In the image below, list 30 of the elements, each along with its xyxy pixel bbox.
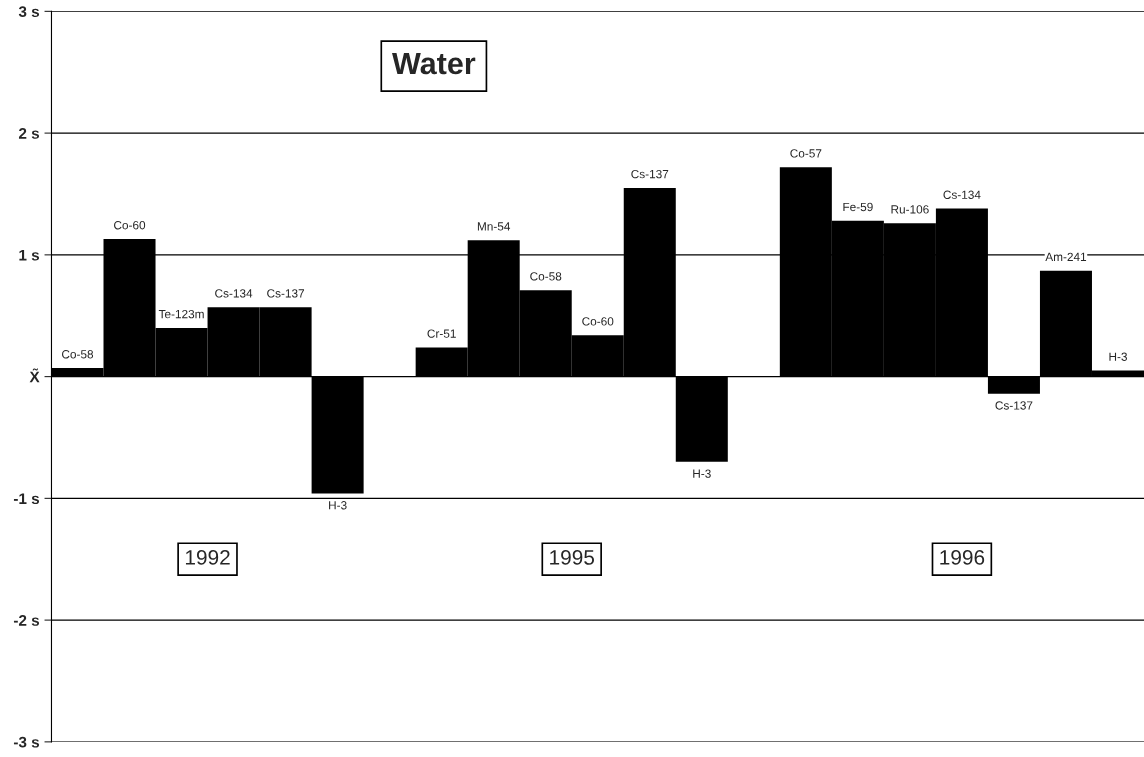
x-tick-label: Co-58 [530, 272, 562, 281]
x-tick-label: Cs-134 [215, 289, 253, 298]
annotation: 1996 [940, 550, 985, 565]
y-tick-label: -1 s [13, 493, 40, 505]
annotation: 1992 [185, 550, 230, 565]
x-tick-label: Cs-137 [995, 401, 1033, 410]
annotation: 1995 [550, 550, 595, 565]
y-tick-label: -2 s [13, 614, 40, 626]
x-tick-label: H-3 [1109, 352, 1127, 361]
x-tick-label: Cr-51 [427, 329, 456, 338]
text: Water [392, 53, 476, 75]
x-tick-label: Ru-106 [891, 205, 929, 214]
x-tick-label: Cs-137 [631, 169, 669, 179]
x-tick-label: Mn-54 [477, 222, 511, 231]
x-tick-label: Co-57 [790, 149, 822, 158]
x-tick-label: Fe-59 [843, 202, 873, 212]
x-tick-label: Am-241 [1045, 252, 1087, 261]
x-tick-label: Co-58 [62, 350, 94, 359]
y-tick-label: 1 s [19, 249, 40, 261]
x-tick-label: H-3 [693, 469, 711, 478]
y-tick-label: X̃ [29, 368, 40, 383]
x-tick-label: Te-123m [158, 309, 204, 319]
x-tick-label: H-3 [329, 501, 347, 510]
y-tick-label: -3 s [13, 736, 40, 748]
x-tick-label: Cs-134 [943, 190, 981, 199]
x-tick-label: Cs-137 [267, 289, 305, 298]
x-tick-label: Co-60 [114, 221, 146, 230]
y-tick-label: 3 s [18, 6, 40, 18]
x-tick-label: Co-60 [582, 317, 614, 326]
y-tick-label: 2 s [18, 127, 40, 139]
